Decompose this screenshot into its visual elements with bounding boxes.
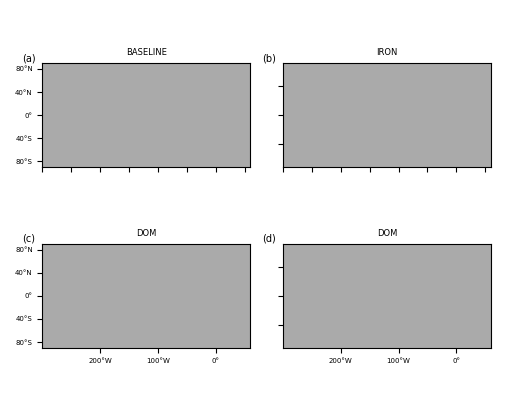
Title: DOM: DOM	[136, 229, 156, 238]
Text: (d): (d)	[262, 234, 276, 244]
Title: BASELINE: BASELINE	[126, 48, 167, 57]
Text: (c): (c)	[22, 234, 35, 244]
Title: IRON: IRON	[376, 48, 397, 57]
Text: (a): (a)	[22, 53, 35, 63]
Title: DOM: DOM	[376, 229, 396, 238]
Text: (b): (b)	[262, 53, 276, 63]
